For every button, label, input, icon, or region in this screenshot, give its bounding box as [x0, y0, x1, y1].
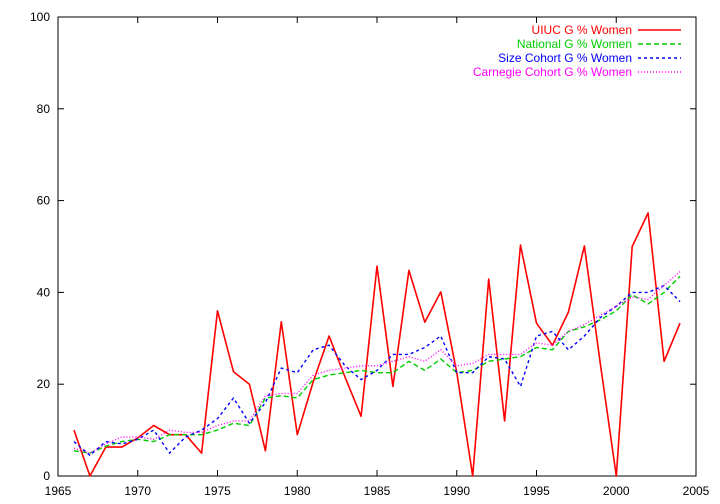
y-tick-label: 0 [43, 469, 50, 483]
series-line-1 [73, 212, 681, 477]
x-tick-label: 1995 [523, 484, 550, 498]
x-tick-label: 1980 [284, 484, 311, 498]
y-tick-label: 100 [30, 10, 50, 24]
legend-label-4: Carnegie Cohort G % Women [473, 65, 632, 79]
x-tick-label: 1970 [124, 484, 151, 498]
series-line-4 [73, 271, 681, 454]
y-tick-label: 60 [37, 194, 51, 208]
series-line-3 [73, 284, 681, 456]
series-lines [73, 212, 681, 477]
x-tick-label: 2000 [603, 484, 630, 498]
legend-label-3: Size Cohort G % Women [498, 51, 632, 65]
x-tick-label: 2005 [683, 484, 710, 498]
x-tick-label: 1985 [364, 484, 391, 498]
x-tick-label: 1965 [45, 484, 72, 498]
axis-ticks [57, 16, 697, 477]
legend-label-1: UIUC G % Women [532, 23, 632, 37]
y-tick-label: 20 [37, 377, 51, 391]
x-tick-label: 1990 [443, 484, 470, 498]
y-tick-label: 80 [37, 102, 51, 116]
series-line-2 [73, 275, 681, 454]
axis-tick-labels: 1965 1970 1975 1980 1985 1990 1995 2000 2005 0 20 4… [30, 10, 710, 498]
x-tick-label: 1975 [204, 484, 231, 498]
legend-label-2: National G % Women [517, 37, 632, 51]
y-tick-label: 40 [37, 285, 51, 299]
plot-frame [57, 16, 697, 477]
